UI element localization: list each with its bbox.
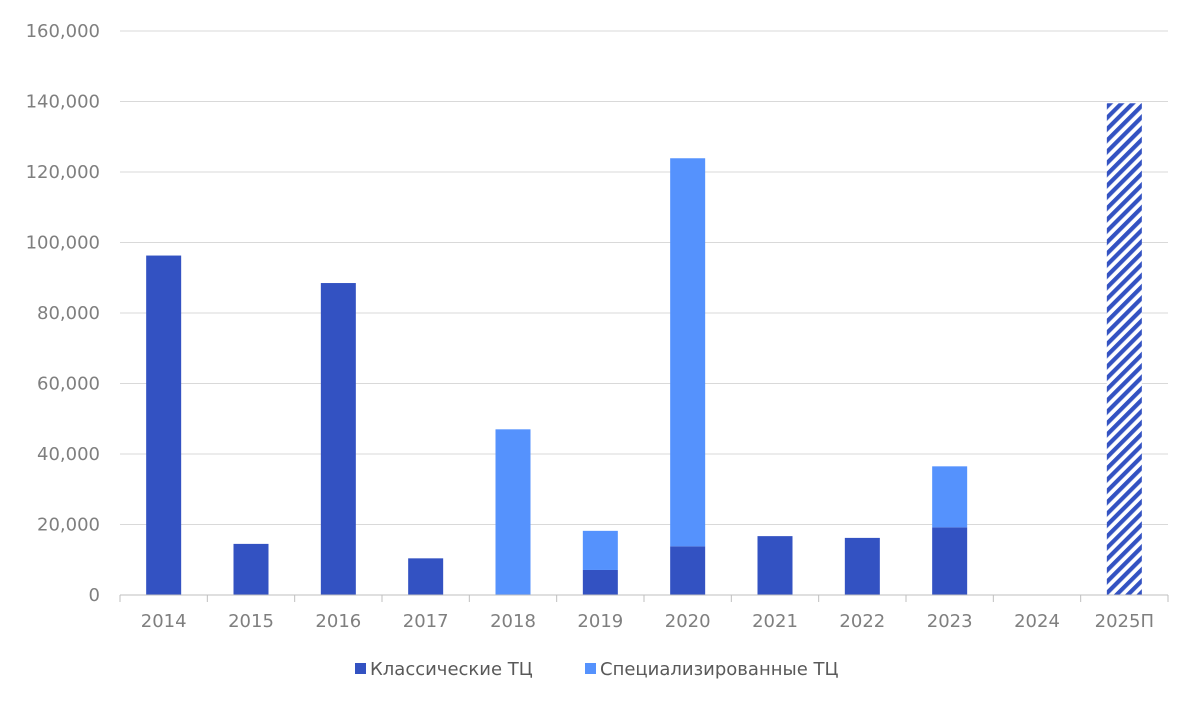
legend-label: Классические ТЦ (370, 659, 533, 680)
y-tick-label: 0 (89, 585, 100, 606)
bar-specialized-2018 (495, 429, 531, 595)
x-tick-label: 2022 (839, 611, 885, 632)
y-axis: 0 20,000 40,000 60,000 80,000 100,000 120,000 1… (26, 21, 100, 606)
legend: Классические ТЦ Специализированные ТЦ (355, 659, 838, 680)
x-tick-label: 2016 (315, 611, 361, 632)
x-tick-label: 2023 (927, 611, 973, 632)
bar-classic-2017 (408, 558, 444, 595)
y-tick-label: 120,000 (26, 162, 100, 183)
x-tick-label: 2021 (752, 611, 798, 632)
x-tick-label: 2020 (665, 611, 711, 632)
legend-swatch (585, 663, 596, 674)
x-tick-label: 2018 (490, 611, 536, 632)
bar-classic-2019 (582, 569, 618, 595)
x-tick-label: 2017 (403, 611, 449, 632)
bar-classic-2020 (670, 546, 706, 595)
legend-label: Специализированные ТЦ (600, 659, 838, 680)
x-tick-label: 2015 (228, 611, 274, 632)
bar-specialized-2019 (582, 530, 618, 570)
y-tick-label: 100,000 (26, 233, 100, 254)
y-tick-label: 60,000 (37, 374, 100, 395)
bar-specialized-2023 (932, 466, 968, 528)
gridlines (120, 30, 1168, 525)
bar-classic-2014 (146, 255, 182, 596)
bar-classic-2016 (320, 283, 356, 595)
bar-classic-2023 (932, 527, 968, 595)
bar-forecast-2025П (1106, 103, 1142, 595)
x-tick-label: 2014 (141, 611, 187, 632)
x-tick-label: 2025П (1095, 611, 1154, 632)
y-tick-label: 80,000 (37, 303, 100, 324)
bar-classic-2015 (233, 543, 269, 595)
bar-specialized-2020 (670, 158, 706, 547)
x-tick-label: 2024 (1014, 611, 1060, 632)
bar-classic-2022 (844, 537, 880, 595)
x-axis: 2014 2015 2016 2017 2018 2019 2020 2021 2022 2023… (119, 594, 1169, 632)
x-tick-label: 2019 (577, 611, 623, 632)
bars (146, 103, 1142, 596)
bar-classic-2021 (757, 536, 793, 595)
y-tick-label: 40,000 (37, 444, 100, 465)
legend-swatch (355, 663, 366, 674)
y-tick-label: 20,000 (37, 515, 100, 536)
y-tick-label: 160,000 (26, 21, 100, 42)
y-tick-label: 140,000 (26, 92, 100, 113)
